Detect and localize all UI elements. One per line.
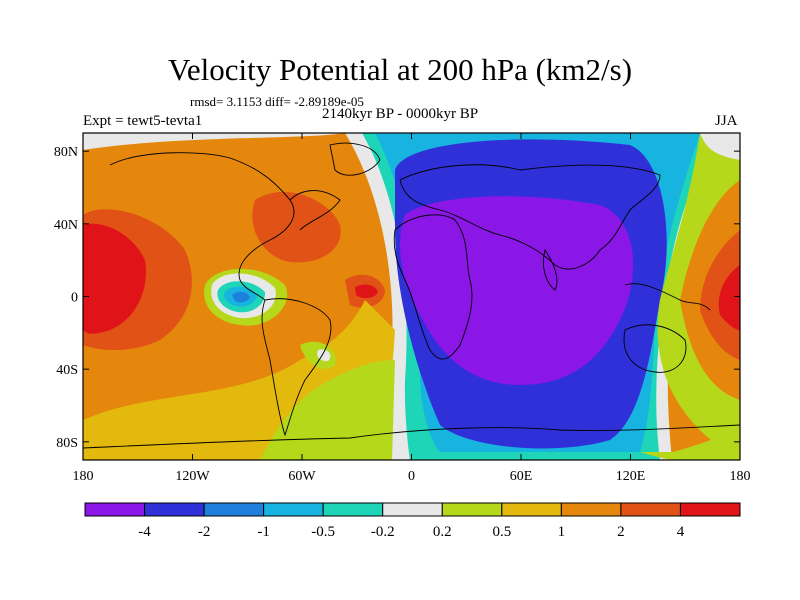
colorbar-swatch [560, 502, 622, 517]
colorbar-swatch [84, 502, 146, 517]
lon-tick-label: 60E [510, 469, 533, 484]
colorbar-swatch [679, 502, 741, 517]
lon-tick-label: 180 [73, 469, 94, 484]
coastlines [83, 142, 740, 449]
lon-tick-label: 60W [288, 469, 316, 484]
colorbar-label: -4 [138, 524, 151, 540]
colorbar-label: 2 [617, 524, 625, 540]
lat-tick-label: 40S [56, 363, 78, 378]
experiment-label: Expt = tewt5-tevta1 [83, 113, 203, 129]
colorbar-swatch [441, 502, 503, 517]
colorbar-label: 4 [677, 524, 685, 540]
colorbar-swatch [203, 502, 265, 517]
latitude-axis: 80N 40N 0 40S 80S [54, 145, 740, 451]
season-label: JJA [715, 113, 738, 129]
colorbar-swatch [382, 502, 443, 517]
lat-tick-label: 40N [54, 218, 78, 233]
colorbar-swatch [263, 502, 324, 517]
lat-tick-label: 80N [54, 145, 78, 160]
colorbar-label: -0.2 [371, 524, 395, 540]
lon-tick-label: 120W [175, 469, 210, 484]
colorbar-swatch [620, 502, 681, 517]
colorbar: -4 -2 -1 -0.5 -0.2 0.2 0.5 1 2 4 [84, 502, 741, 540]
colorbar-label: 0.2 [433, 524, 452, 540]
colorbar-swatch [322, 502, 384, 517]
colorbar-swatch [144, 502, 205, 517]
plot-title: Velocity Potential at 200 hPa (km2/s) [167, 52, 633, 87]
lat-tick-label: 0 [71, 291, 78, 306]
colorbar-label: -2 [198, 524, 211, 540]
lon-tick-label: 120E [616, 469, 646, 484]
colorbar-label: -1 [257, 524, 270, 540]
longitude-axis: 180 120W 60W 0 60E 120E 180 [73, 133, 751, 484]
stats-text: rmsd= 3.1153 diff= -2.89189e-05 [190, 94, 364, 109]
colorbar-label: 0.5 [492, 524, 511, 540]
lat-tick-label: 80S [56, 436, 78, 451]
lon-tick-label: 180 [730, 469, 751, 484]
colorbar-swatch [501, 502, 562, 517]
period-subtitle: 2140kyr BP - 0000kyr BP [321, 106, 479, 122]
colorbar-label: -0.5 [311, 524, 335, 540]
lon-tick-label: 0 [408, 469, 415, 484]
colorbar-label: 1 [558, 524, 566, 540]
